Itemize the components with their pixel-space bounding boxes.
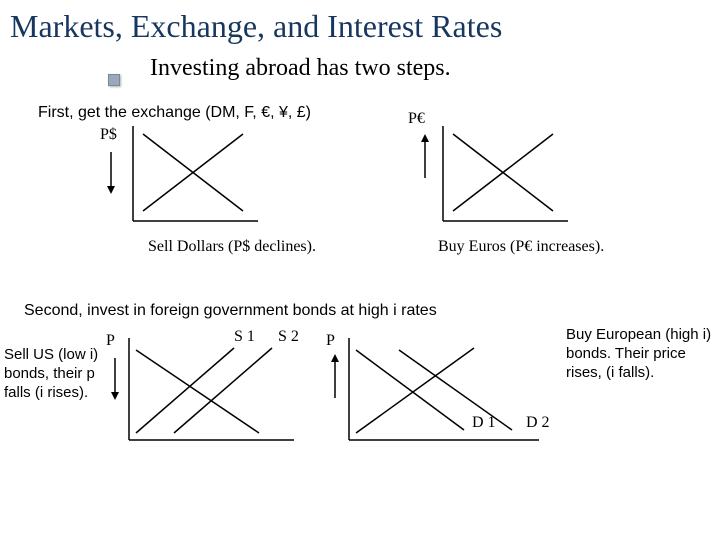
arrow-up-icon bbox=[328, 354, 342, 398]
page-title: Markets, Exchange, and Interest Rates bbox=[0, 0, 720, 49]
left-side-text: Sell US (low i) bonds, their p falls (i … bbox=[4, 346, 104, 402]
curve-label-s2: S 2 bbox=[278, 328, 299, 346]
arrow-up-icon bbox=[418, 134, 432, 178]
axis-label-pdollar: P$ bbox=[100, 126, 117, 144]
curve-label-d2: D 2 bbox=[526, 414, 550, 432]
step2-text: Second, invest in foreign government bon… bbox=[24, 302, 720, 320]
right-side-text: Buy European (high i) bonds. Their price… bbox=[566, 326, 716, 382]
chart-sell-dollars bbox=[128, 126, 263, 226]
axis-label-peuro: P€ bbox=[408, 110, 425, 128]
arrow-down-icon bbox=[108, 356, 122, 400]
axis-label-p-left: P bbox=[106, 332, 115, 350]
axis-label-p-right: P bbox=[326, 332, 335, 350]
chart-buy-euros bbox=[438, 126, 573, 226]
caption-buy-euros: Buy Euros (P€ increases). bbox=[438, 238, 604, 256]
chart-buy-bonds bbox=[344, 338, 544, 448]
curve-label-d1: D 1 bbox=[472, 414, 496, 432]
caption-sell-dollars: Sell Dollars (P$ declines). bbox=[148, 238, 316, 256]
curve-label-s1: S 1 bbox=[234, 328, 255, 346]
bullet-icon bbox=[108, 74, 120, 86]
chart-sell-bonds bbox=[124, 338, 299, 448]
arrow-down-icon bbox=[104, 150, 118, 194]
